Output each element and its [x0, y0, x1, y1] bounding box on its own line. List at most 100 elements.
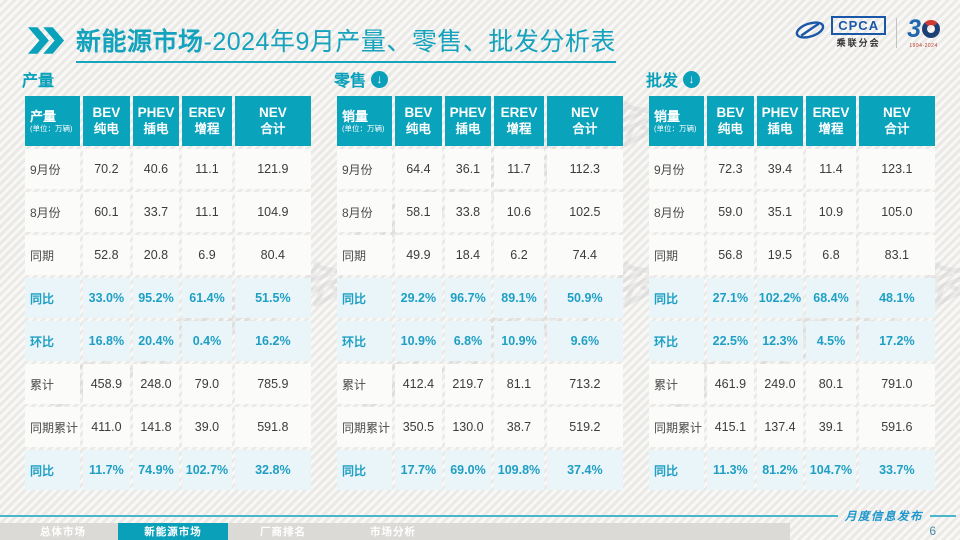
table-cell: 32.8% — [234, 450, 311, 490]
table-cell: 74.9% — [132, 450, 180, 490]
table-cell: 249.0 — [756, 364, 804, 404]
row-label: 同期累计 — [25, 407, 81, 447]
column-header: BEV 纯电 — [83, 96, 130, 146]
table-cell: 38.7 — [494, 407, 544, 447]
column-header-en: NEV — [258, 104, 287, 120]
table-row: 环比 10.9% 6.8% 10.9% 9.6% — [337, 321, 623, 361]
double-chevron-icon — [28, 26, 66, 59]
table-cell: 64.4 — [395, 149, 442, 189]
cpca-logo: CPCA 乘联分会 — [794, 16, 887, 49]
table-row: 8月份 58.1 33.8 10.6 102.5 — [337, 192, 623, 232]
anniversary-digit-3: 3 — [907, 14, 921, 43]
table-cell: 20.8 — [132, 235, 180, 275]
table-cell: 49.9 — [395, 235, 442, 275]
table-row: 同比 29.2% 96.7% 89.1% 50.9% — [337, 278, 623, 318]
page-number: 6 — [929, 524, 936, 538]
section-label: 批发 — [646, 73, 679, 90]
table-cell: 40.6 — [132, 149, 180, 189]
column-header-cn: 插电 — [143, 121, 169, 136]
table-cell: 219.7 — [444, 364, 492, 404]
column-header-en: EREV — [812, 104, 850, 120]
row-label: 同期累计 — [337, 407, 393, 447]
data-table: 销量 (单位：万辆) BEV 纯电 PHEV 插电 EREV 增程 NEV 合计 9月份 72.3 39… — [646, 93, 938, 493]
table-cell: 10.9% — [395, 321, 442, 361]
corner-cell: 销量 (单位：万辆) — [337, 96, 393, 146]
table-row: 同期 49.9 18.4 6.2 74.4 — [337, 235, 623, 275]
anniversary-digit-0-ring — [922, 20, 940, 38]
publication-title: 月度信息发布 — [845, 509, 923, 523]
table-cell: 11.3% — [707, 450, 754, 490]
column-header-en: PHEV — [761, 104, 799, 120]
corner-unit-note: (单位：万辆) — [342, 124, 385, 134]
logo-divider — [896, 17, 898, 48]
table-cell: 59.0 — [707, 192, 754, 232]
table-cell: 11.4 — [806, 149, 856, 189]
table-cell: 105.0 — [858, 192, 935, 232]
table-row: 累计 461.9 249.0 80.1 791.0 — [649, 364, 935, 404]
table-cell: 74.4 — [546, 235, 623, 275]
table-row: 9月份 70.2 40.6 11.1 121.9 — [25, 149, 311, 189]
table-cell: 96.7% — [444, 278, 492, 318]
table-cell: 6.8 — [806, 235, 856, 275]
table-cell: 51.5% — [234, 278, 311, 318]
table-cell: 9.6% — [546, 321, 623, 361]
table-cell: 591.8 — [234, 407, 311, 447]
footer-tab-3[interactable]: 厂商排名 — [260, 526, 306, 538]
table-section-wholesale: 批发 ↓ 销量 (单位：万辆) BEV 纯电 PHEV 插电 EREV 增程 NEV 合计 9月份 72.… — [646, 68, 938, 493]
column-header-en: BEV — [404, 104, 433, 120]
footer-tab-4[interactable]: 市场分析 — [370, 526, 416, 538]
table-cell: 411.0 — [83, 407, 130, 447]
tables-region: 产量 产量 (单位：万辆) BEV 纯电 PHEV 插电 EREV 增程 NEV 合计 9月份 70.2… — [22, 68, 938, 493]
footer-tab-1[interactable]: 总体市场 — [40, 526, 86, 538]
column-header: BEV 纯电 — [707, 96, 754, 146]
table-cell: 56.8 — [707, 235, 754, 275]
footer-tab-2[interactable]: 新能源市场 — [118, 523, 228, 540]
anniversary-30-logo: 3 1994-2024 — [907, 14, 940, 49]
column-header: EREV 增程 — [182, 96, 232, 146]
table-cell: 248.0 — [132, 364, 180, 404]
cpca-wordmark: CPCA — [831, 16, 887, 35]
table-cell: 461.9 — [707, 364, 754, 404]
down-arrow-icon: ↓ — [371, 70, 389, 88]
table-cell: 6.8% — [444, 321, 492, 361]
table-cell: 19.5 — [756, 235, 804, 275]
table-cell: 16.2% — [234, 321, 311, 361]
table-cell: 33.0% — [83, 278, 130, 318]
table-cell: 11.1 — [182, 149, 232, 189]
table-cell: 18.4 — [444, 235, 492, 275]
table-cell: 81.2% — [756, 450, 804, 490]
table-cell: 10.9% — [494, 321, 544, 361]
column-header: PHEV 插电 — [132, 96, 180, 146]
row-label: 同比 — [337, 278, 393, 318]
table-cell: 17.2% — [858, 321, 935, 361]
row-label: 累计 — [337, 364, 393, 404]
table-cell: 95.2% — [132, 278, 180, 318]
table-cell: 37.4% — [546, 450, 623, 490]
table-cell: 20.4% — [132, 321, 180, 361]
column-header-en: EREV — [500, 104, 538, 120]
row-label: 环比 — [649, 321, 705, 361]
column-header-cn: 纯电 — [93, 121, 119, 136]
table-cell: 102.2% — [756, 278, 804, 318]
row-label: 同比 — [337, 450, 393, 490]
table-cell: 10.6 — [494, 192, 544, 232]
table-cell: 104.7% — [806, 450, 856, 490]
table-row: 8月份 59.0 35.1 10.9 105.0 — [649, 192, 935, 232]
column-header: EREV 增程 — [494, 96, 544, 146]
column-header-cn: 合计 — [572, 121, 598, 136]
table-cell: 713.2 — [546, 364, 623, 404]
row-label: 同期 — [337, 235, 393, 275]
cpca-subtitle: 乘联分会 — [836, 38, 881, 48]
table-header-row: 产量 (单位：万辆) BEV 纯电 PHEV 插电 EREV 增程 NEV 合计 — [25, 96, 311, 146]
table-header-row: 销量 (单位：万辆) BEV 纯电 PHEV 插电 EREV 增程 NEV 合计 — [649, 96, 935, 146]
table-cell: 112.3 — [546, 149, 623, 189]
row-label: 9月份 — [649, 149, 705, 189]
table-cell: 61.4% — [182, 278, 232, 318]
column-header: BEV 纯电 — [395, 96, 442, 146]
table-row: 同比 11.7% 74.9% 102.7% 32.8% — [25, 450, 311, 490]
table-row: 同比 27.1% 102.2% 68.4% 48.1% — [649, 278, 935, 318]
table-row: 9月份 64.4 36.1 11.7 112.3 — [337, 149, 623, 189]
table-cell: 29.2% — [395, 278, 442, 318]
corner-cell: 产量 (单位：万辆) — [25, 96, 81, 146]
